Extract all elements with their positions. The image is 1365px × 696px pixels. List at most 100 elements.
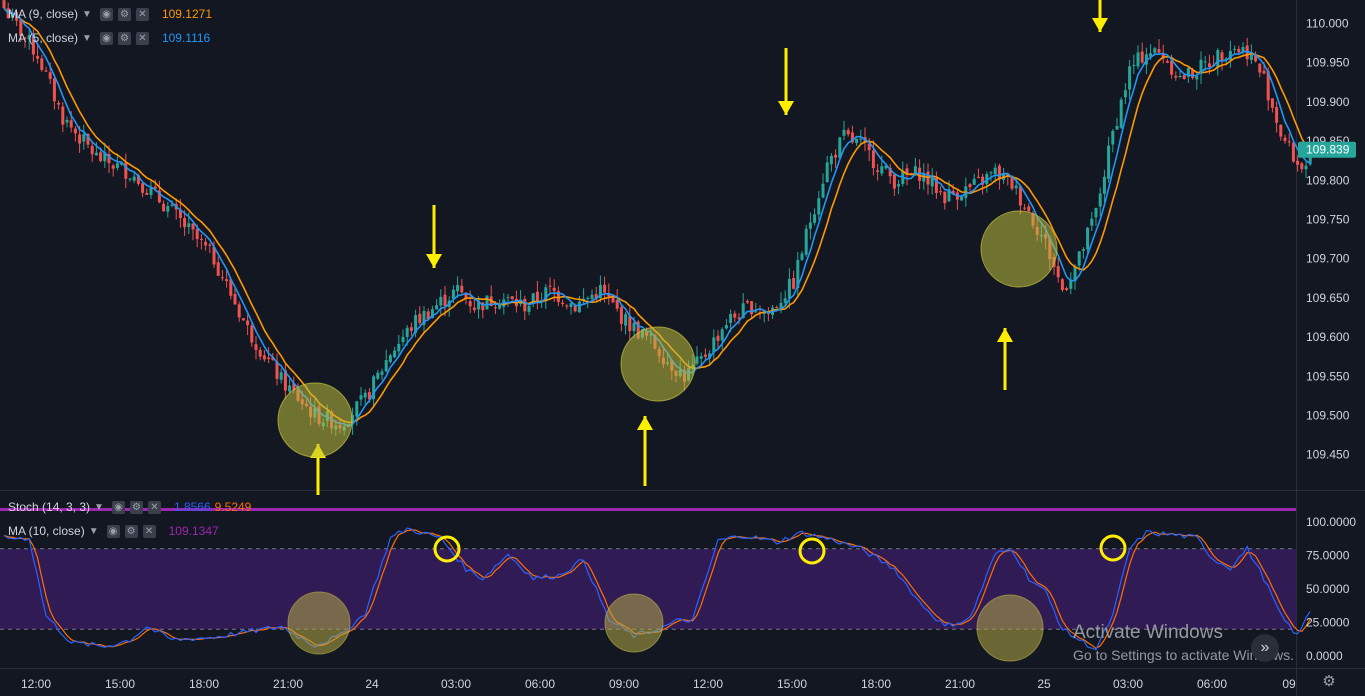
candle-body xyxy=(636,321,640,339)
candle-body xyxy=(477,300,481,310)
candle-body xyxy=(1107,145,1111,179)
chevron-down-icon[interactable]: ▼ xyxy=(82,8,92,20)
close-icon[interactable]: ✕ xyxy=(135,31,149,45)
candle-body xyxy=(1262,70,1266,74)
candle-body xyxy=(439,296,443,306)
candle-body xyxy=(233,293,237,305)
candle-body xyxy=(1249,54,1253,60)
legend-ma10[interactable]: MA (10, close) ▼ ◉ ⚙ ✕ 109.1347 xyxy=(8,524,219,538)
candle-body xyxy=(367,392,371,400)
candle-body xyxy=(804,228,808,255)
candle-body xyxy=(960,196,964,201)
candle-body xyxy=(27,35,31,40)
candle-body xyxy=(741,303,745,319)
candle-body xyxy=(884,165,888,169)
candle-body xyxy=(577,301,581,313)
close-icon[interactable]: ✕ xyxy=(135,7,149,21)
candle-body xyxy=(1296,160,1300,165)
candle-body xyxy=(968,184,972,188)
legend-stoch-k: 1.8566 xyxy=(173,500,211,514)
annotation-highlight-circle xyxy=(976,594,1044,662)
candle-body xyxy=(1128,66,1132,90)
candle-body xyxy=(405,327,409,337)
chevron-down-icon[interactable]: ▼ xyxy=(94,501,104,513)
candle-body xyxy=(355,401,359,417)
candle-body xyxy=(1102,176,1106,194)
settings-icon[interactable]: ⚙ xyxy=(117,7,131,21)
settings-icon[interactable]: ⚙ xyxy=(124,524,138,538)
candle-body xyxy=(1014,185,1018,189)
candle-body xyxy=(565,305,569,307)
candle-body xyxy=(10,13,14,18)
candle-body xyxy=(409,327,413,331)
candle-body xyxy=(393,350,397,358)
settings-icon[interactable]: ⚙ xyxy=(117,31,131,45)
candle-body xyxy=(456,285,460,292)
stoch-tick-label: 50.0000 xyxy=(1306,582,1350,596)
candle-body xyxy=(817,198,821,215)
candle-body xyxy=(1207,63,1211,68)
candle-body xyxy=(531,293,535,304)
candle-body xyxy=(397,343,401,352)
candle-body xyxy=(443,294,447,307)
annotation-arrow-up-head xyxy=(637,416,653,430)
candle-body xyxy=(191,223,195,230)
chevron-down-icon[interactable]: ▼ xyxy=(88,525,99,537)
chevron-down-icon[interactable]: ▼ xyxy=(82,32,92,44)
candle-body xyxy=(880,166,884,174)
candle-body xyxy=(607,293,611,297)
candle-body xyxy=(401,336,405,343)
candle-body xyxy=(628,316,632,332)
legend-ma9-name: MA (9, close) xyxy=(8,7,79,21)
candle-body xyxy=(65,119,69,123)
candle-body xyxy=(1186,67,1190,77)
annotation-ring xyxy=(798,537,826,565)
candle-body xyxy=(435,305,439,310)
time-tick-label: 03:00 xyxy=(1113,677,1143,691)
scroll-right-icon[interactable]: » xyxy=(1251,634,1279,662)
eye-icon[interactable]: ◉ xyxy=(99,31,113,45)
candle-body xyxy=(162,203,166,212)
candle-body xyxy=(376,372,380,379)
candle-body xyxy=(619,307,623,324)
candle-body xyxy=(372,376,376,400)
candle-body xyxy=(750,301,754,315)
candle-body xyxy=(737,317,741,320)
candle-body xyxy=(204,241,208,246)
candle-body xyxy=(943,191,947,204)
annotation-arrow-down-head xyxy=(426,254,442,268)
candle-body xyxy=(561,302,565,304)
candle-body xyxy=(1275,107,1279,123)
candle-body xyxy=(1094,207,1098,218)
close-icon[interactable]: ✕ xyxy=(147,500,161,514)
candle-body xyxy=(603,284,607,293)
candle-body xyxy=(724,325,728,329)
current-price-label: 109.839 xyxy=(1306,143,1350,157)
eye-icon[interactable]: ◉ xyxy=(106,524,120,538)
gear-icon[interactable]: ⚙ xyxy=(1322,673,1336,690)
eye-icon[interactable]: ◉ xyxy=(111,500,125,514)
candle-body xyxy=(94,152,98,156)
annotation-highlight-circle xyxy=(287,591,351,655)
candle-body xyxy=(178,209,182,219)
candle-body xyxy=(1111,130,1115,145)
candle-body xyxy=(220,277,224,279)
candle-body xyxy=(1023,207,1027,209)
price-tick-label: 109.750 xyxy=(1306,213,1350,227)
settings-icon[interactable]: ⚙ xyxy=(129,500,143,514)
candle-body xyxy=(23,37,27,39)
legend-ma5[interactable]: MA (5, close) ▼ ◉ ⚙ ✕ 109.1116 xyxy=(8,31,210,45)
candle-body xyxy=(775,307,779,309)
candle-body xyxy=(510,296,514,299)
axis-labels: 110.000109.950109.900109.850109.800109.7… xyxy=(21,17,1356,691)
ma10-line xyxy=(0,508,1296,511)
candle-body xyxy=(590,294,594,300)
legend-ma9[interactable]: MA (9, close) ▼ ◉ ⚙ ✕ 109.1271 xyxy=(8,7,212,21)
candle-body xyxy=(624,314,628,326)
candle-body xyxy=(149,187,153,196)
candle-body xyxy=(229,279,233,296)
close-icon[interactable]: ✕ xyxy=(142,524,156,538)
price-tick-label: 109.700 xyxy=(1306,252,1350,266)
legend-stoch[interactable]: Stoch (14, 3, 3) ▼ ◉ ⚙ ✕ 1.8566 9.5249 xyxy=(8,500,251,514)
eye-icon[interactable]: ◉ xyxy=(99,7,113,21)
